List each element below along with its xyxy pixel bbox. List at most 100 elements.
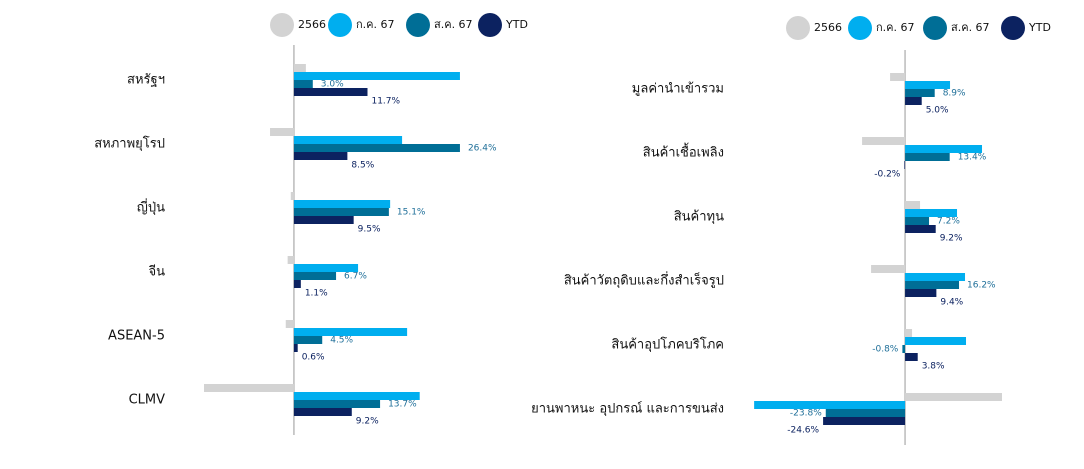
bar: [905, 153, 950, 161]
bar: [293, 392, 420, 400]
legend-label: YTD: [505, 18, 528, 31]
legend-label: ก.ค. 67: [876, 21, 915, 34]
value-label: 7.2%: [937, 217, 960, 227]
bar: [905, 329, 913, 337]
legend-marker: [328, 13, 352, 37]
legend-label: ก.ค. 67: [356, 18, 395, 31]
legend-label: ส.ค. 67: [434, 18, 473, 31]
value-label: 26.4%: [468, 144, 497, 154]
legend-marker: [406, 13, 430, 37]
bar: [905, 353, 918, 361]
value-label: 15.1%: [397, 208, 426, 218]
bar: [293, 200, 391, 208]
legend-marker: [848, 16, 872, 40]
bar: [293, 328, 408, 336]
bar: [293, 344, 298, 352]
bar: [905, 337, 967, 345]
bar: [890, 73, 906, 81]
value-label: 5.0%: [926, 106, 949, 116]
bar: [905, 81, 951, 89]
bar: [293, 144, 460, 152]
category-label: สินค้าทุน: [674, 210, 724, 225]
value-label: -0.2%: [874, 170, 901, 180]
value-label: 13.4%: [958, 153, 987, 163]
bar: [754, 401, 906, 409]
bar: [823, 417, 906, 425]
bar: [905, 273, 966, 281]
bar: [293, 136, 403, 144]
bar: [293, 280, 301, 288]
category-label: สินค้าอุปโภคบริโภค: [611, 337, 724, 353]
bar: [285, 320, 294, 328]
value-label: 9.2%: [356, 417, 379, 427]
bar: [287, 256, 294, 264]
category-label: สหภาพยุโรป: [94, 136, 165, 152]
category-label: มูลค่านำเข้ารวม: [632, 82, 724, 97]
bar: [293, 408, 352, 416]
bar: [905, 201, 921, 209]
category-label: CLMV: [129, 393, 166, 408]
bar: [905, 217, 930, 225]
value-label: 8.9%: [943, 89, 966, 99]
bar: [293, 88, 368, 96]
bar: [293, 216, 354, 224]
value-label: 3.0%: [321, 80, 344, 90]
category-label: ยานพาหนะ อุปกรณ์ และการขนส่ง: [531, 401, 724, 417]
legend-label: 2566: [814, 21, 842, 34]
bar: [905, 289, 937, 297]
legend-marker: [1001, 16, 1025, 40]
bar: [293, 264, 359, 272]
legend-marker: [786, 16, 810, 40]
bar: [293, 80, 313, 88]
bar: [293, 152, 348, 160]
value-label: 3.8%: [922, 362, 945, 372]
value-label: 6.7%: [344, 272, 367, 282]
legend-label: ส.ค. 67: [951, 21, 990, 34]
value-label: 9.2%: [940, 234, 963, 244]
value-label: 16.2%: [967, 281, 996, 291]
category-label: ญี่ปุ่น: [137, 199, 165, 216]
bar: [902, 345, 906, 353]
value-label: 8.5%: [351, 161, 374, 171]
value-label: 4.5%: [330, 336, 353, 346]
bar: [905, 145, 983, 153]
value-label: 11.7%: [371, 97, 400, 107]
value-label: -23.8%: [790, 409, 822, 419]
bar: [293, 272, 337, 280]
bar: [905, 209, 958, 217]
bar: [204, 384, 294, 392]
value-label: 9.4%: [940, 298, 963, 308]
bar: [293, 336, 323, 344]
bar: [825, 409, 906, 417]
bar: [905, 281, 960, 289]
bar: [293, 64, 306, 72]
bar: [871, 265, 906, 273]
category-label: สินค้าเชื้อเพลิง: [643, 143, 724, 161]
legend-marker: [478, 13, 502, 37]
category-label: จีน: [148, 264, 165, 280]
legend-label: 2566: [298, 18, 326, 31]
bar: [270, 128, 294, 136]
bar: [904, 161, 906, 169]
bar: [290, 192, 294, 200]
bar: [905, 89, 935, 97]
bar: [905, 225, 936, 233]
legend-marker: [270, 13, 294, 37]
legend-marker: [923, 16, 947, 40]
category-label: สินค้าวัตถุดิบและกึ่งสำเร็จรูป: [564, 271, 724, 289]
bar: [293, 400, 381, 408]
category-label: สหรัฐฯ: [127, 73, 165, 88]
value-label: -24.6%: [787, 426, 819, 436]
value-label: 9.5%: [358, 225, 381, 235]
value-label: 1.1%: [305, 289, 328, 299]
bar: [293, 72, 460, 80]
value-label: -0.8%: [872, 345, 899, 355]
category-label: ASEAN-5: [108, 329, 165, 344]
legend-label: YTD: [1028, 21, 1051, 34]
bar: [293, 208, 389, 216]
value-label: 0.6%: [302, 353, 325, 363]
bar: [905, 393, 1003, 401]
bar: [905, 97, 922, 105]
value-label: 13.7%: [388, 400, 417, 410]
